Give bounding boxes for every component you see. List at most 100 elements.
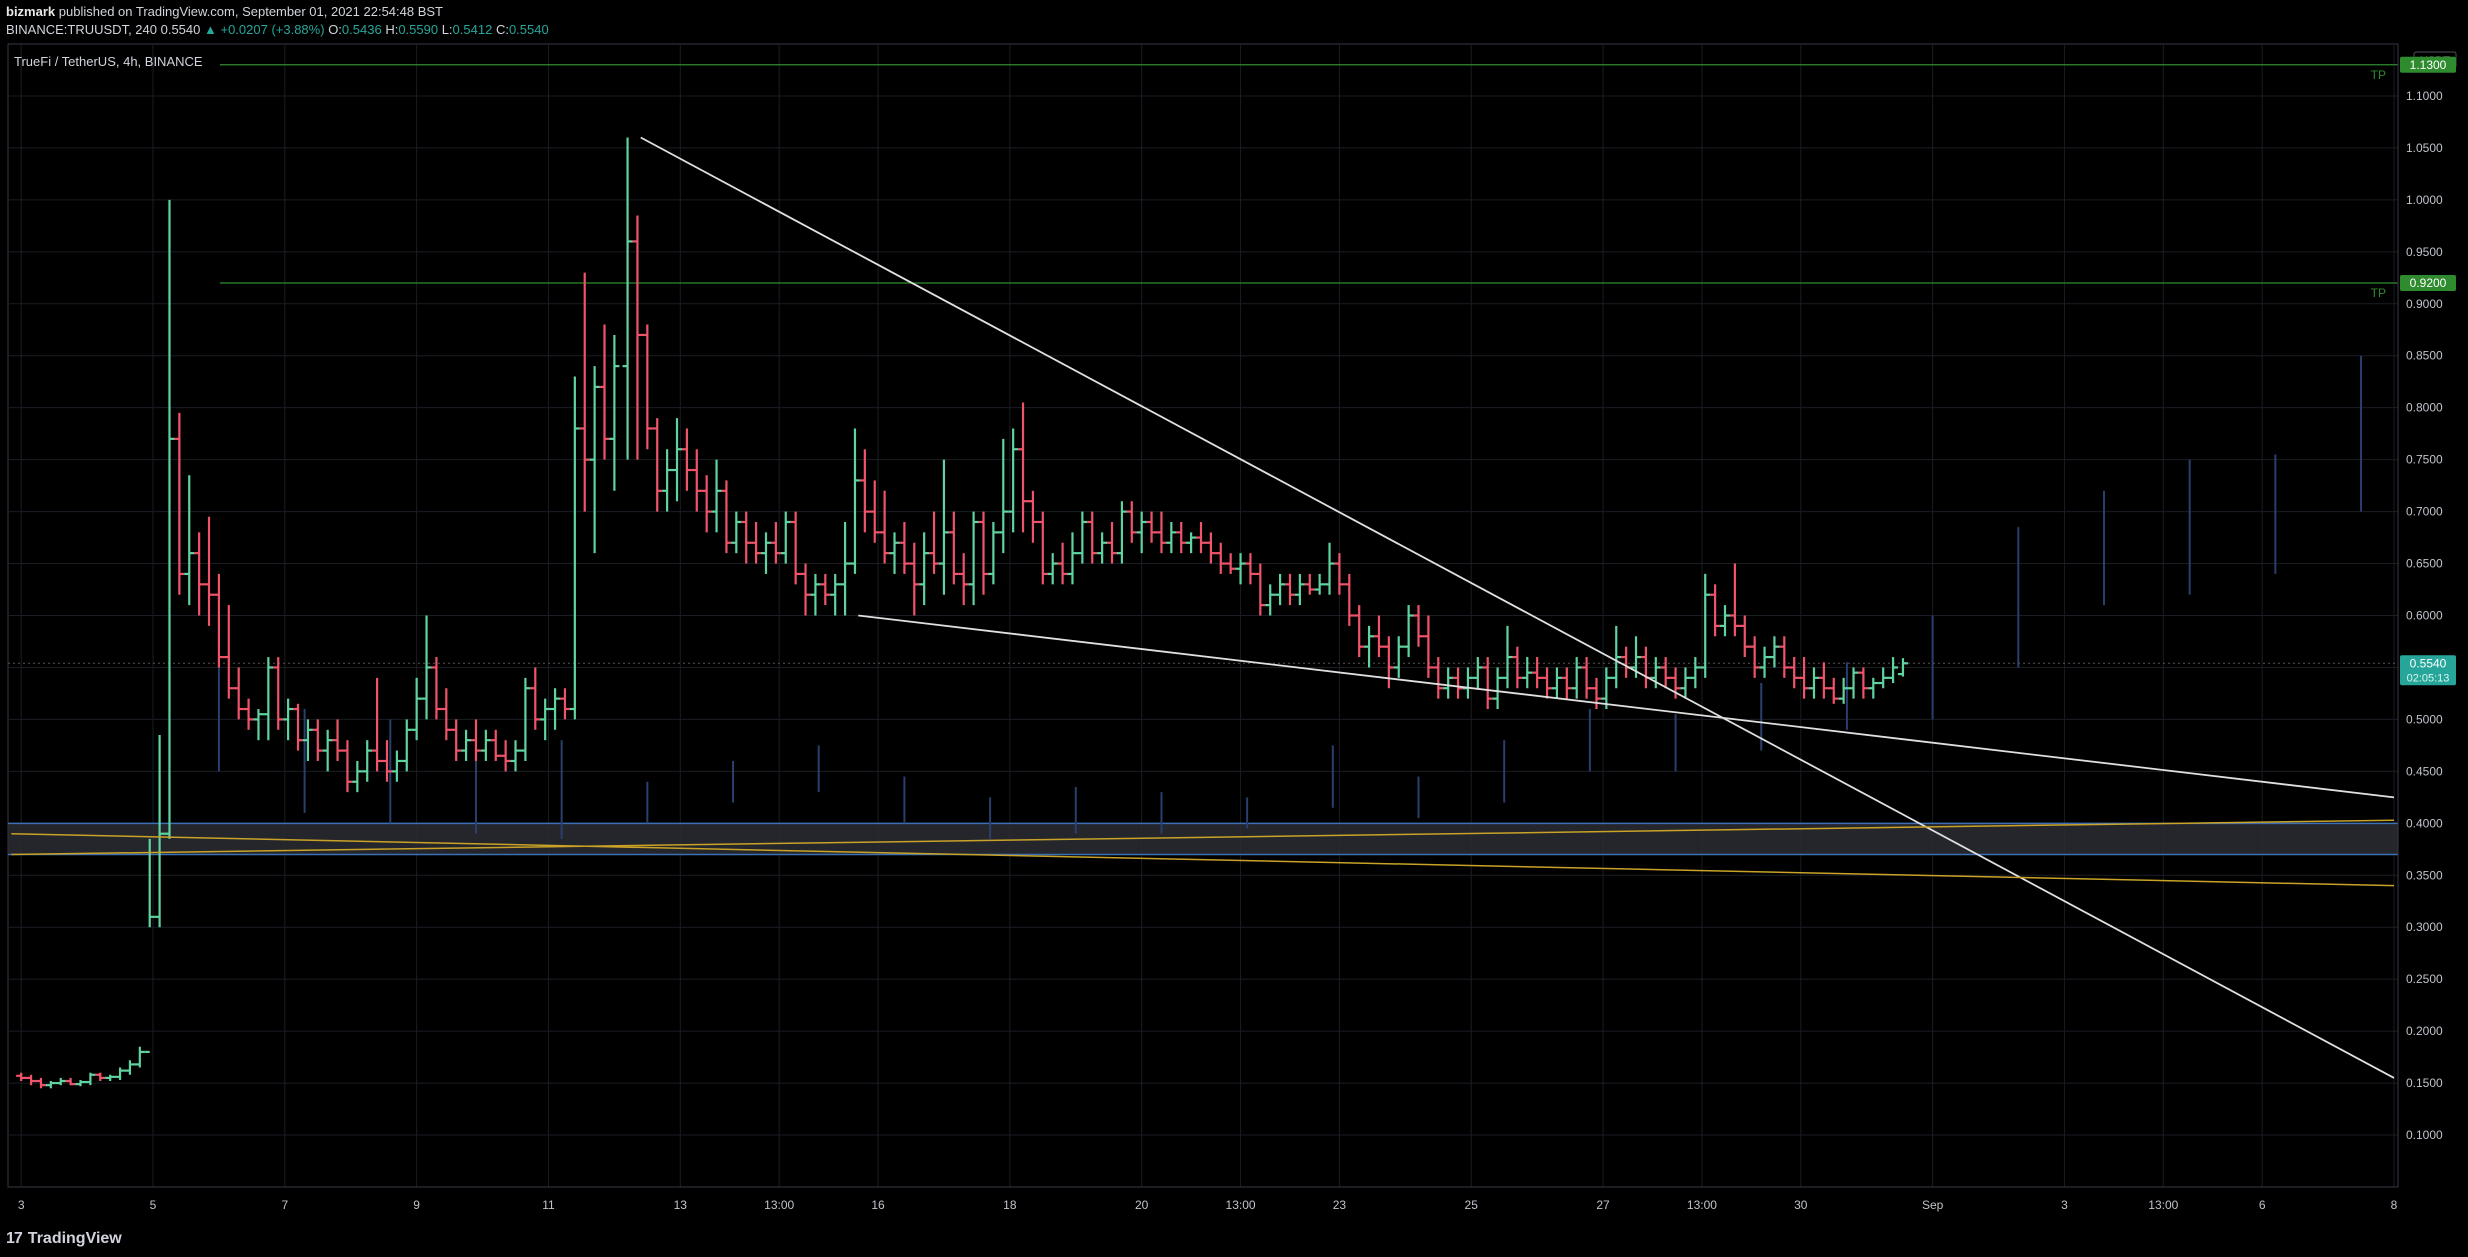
price-tick-label: 1.0500 [2406, 141, 2443, 155]
tradingview-logo[interactable]: 17 TradingView [6, 1230, 122, 1248]
ohlc-bar [1868, 677, 1879, 699]
ohlc-bar [1897, 658, 1908, 677]
price-marker-text: 1.1300 [2410, 58, 2447, 72]
time-tick-label: 16 [871, 1198, 885, 1212]
ohlc-bar [1116, 501, 1127, 564]
ohlc-bar [569, 376, 580, 720]
ohlc-bar [55, 1077, 66, 1086]
price-tick-label: 0.7500 [2406, 453, 2443, 467]
trendline-yellow-falling [11, 832, 2395, 887]
ohlc-bar [105, 1074, 116, 1082]
price-tick-label: 0.7000 [2406, 505, 2443, 519]
ohlc-bar [540, 698, 551, 741]
ohlc-bar [273, 657, 284, 730]
trendline-yellow-rising [11, 819, 2395, 856]
tradingview-logo-icon: 17 [6, 1230, 23, 1247]
ohlc-bar [599, 324, 610, 460]
price-tick-label: 0.3000 [2406, 920, 2443, 934]
price-tick-label: 0.8500 [2406, 349, 2443, 363]
price-tick-label: 0.6500 [2406, 557, 2443, 571]
price-marker-text: 0.5540 [2410, 656, 2447, 670]
ohlc-bar [1838, 677, 1849, 704]
ohlc-bar [1492, 667, 1503, 710]
published-text: published on TradingView.com, September … [58, 4, 444, 19]
ohlc-bar [632, 215, 643, 460]
ohlc-bar [1067, 532, 1078, 585]
ohlc-bar [731, 511, 742, 554]
author-name[interactable]: bizmark [6, 4, 56, 19]
ohlc-bar [1037, 511, 1048, 585]
tp-label: TP [2371, 286, 2386, 300]
ohlc-bar [95, 1072, 106, 1082]
price-marker-box [2400, 274, 2456, 291]
ohlc-bar [998, 438, 1009, 554]
ohlc-bar [26, 1074, 37, 1086]
low-value: 0.5412 [452, 22, 493, 37]
ohlc-bar [1176, 521, 1187, 554]
ohlc-bar [1571, 657, 1582, 699]
price-tick-label: 0.8000 [2406, 401, 2443, 415]
price-marker: 1.1300 [2400, 56, 2456, 73]
time-tick-label: 13:00 [1687, 1198, 1717, 1212]
price-tick-label: 1.1000 [2406, 89, 2443, 103]
ohlc-bar [1779, 636, 1790, 678]
ohlc-bar [1225, 553, 1236, 574]
ohlc-bar [1314, 573, 1325, 595]
ohlc-bar [510, 740, 521, 772]
ohlc-bar [711, 459, 722, 533]
ohlc-bar [958, 553, 969, 606]
time-tick-label: 13:00 [2148, 1198, 2178, 1212]
ohlc-bar [332, 719, 343, 761]
ohlc-bar [869, 480, 880, 543]
ohlc-bar [1611, 625, 1622, 689]
ohlc-bar [1433, 657, 1444, 699]
ohlc-bar [1047, 553, 1058, 585]
ohlc-bar [233, 667, 244, 720]
price-tick-label: 0.9500 [2406, 245, 2443, 259]
ohlc-bar [263, 657, 274, 741]
time-tick-label: 13:00 [764, 1198, 794, 1212]
time-tick-label: 8 [2391, 1198, 2398, 1212]
price-marker-box [2400, 56, 2456, 73]
ohlc-bar [1591, 677, 1602, 710]
price-chart[interactable]: TP TP 0.1000 0.1500 0.2000 0.2500 0.3000 0.3500… [0, 40, 2468, 1222]
ohlc-bar [622, 137, 633, 460]
ohlc-bar [213, 573, 224, 668]
ohlc-bar [480, 729, 491, 761]
ohlc-bar [1443, 667, 1454, 699]
ohlc-bar [283, 698, 294, 741]
time-tick-label: 13 [674, 1198, 688, 1212]
ohlc-bar [1808, 667, 1819, 699]
ohlc-bar [1008, 428, 1019, 533]
ohlc-bar [1186, 532, 1197, 554]
time-tick-label: 23 [1333, 1198, 1347, 1212]
ohlc-bar [381, 740, 392, 782]
ohlc-bar [1719, 605, 1730, 637]
ohlc-bar [1739, 615, 1750, 658]
ohlc-bar [1413, 605, 1424, 647]
ohlc-bar [652, 418, 663, 512]
time-tick-label: Sep [1922, 1198, 1944, 1212]
ohlc-bar [929, 511, 940, 574]
ohlc-bar [589, 366, 600, 554]
ohlc-bar [859, 449, 870, 533]
ohlc-bar [559, 688, 570, 720]
close-label: C: [495, 22, 509, 37]
ohlc-bar [1284, 573, 1295, 606]
ohlc-bar [662, 449, 673, 512]
ohlc-bar [490, 729, 501, 761]
ohlc-bar [65, 1077, 76, 1086]
brand-name: TradingView [27, 1230, 122, 1247]
ohlc-bar [75, 1079, 86, 1087]
time-tick-label: 27 [1596, 1198, 1610, 1212]
ohlc-bar [312, 719, 323, 761]
time-tick-label: 25 [1465, 1198, 1479, 1212]
ohlc-bar [1700, 573, 1711, 678]
price-marker: 0.9200 [2400, 274, 2456, 291]
ohlc-bar [1344, 573, 1355, 626]
ohlc-bar [810, 573, 821, 616]
ohlc-bar [1077, 511, 1088, 564]
ohlc-bar [1650, 657, 1661, 689]
ohlc-bar [1324, 542, 1335, 595]
ohlc-bar [1255, 563, 1266, 616]
